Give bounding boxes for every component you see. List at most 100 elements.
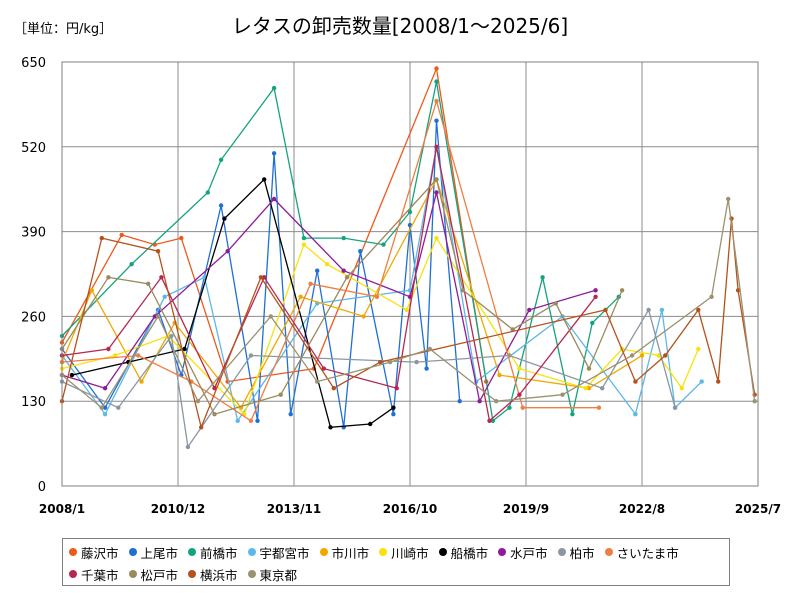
x-tick-label: 2019/9 [503,502,549,516]
y-tick-label: 260 [21,310,46,325]
data-point [106,346,111,352]
data-point [155,249,161,254]
data-point [358,249,363,254]
series-水戸市 [59,190,598,404]
data-point [596,405,602,410]
legend-item: 藤沢市 [69,542,119,562]
data-point [278,392,283,397]
data-point [593,294,598,299]
legend-label: 柏市 [569,545,595,561]
data-point [139,379,144,384]
legend-label: 千葉市 [81,567,119,583]
legend-marker [379,548,388,556]
legend-label: 東京都 [259,567,298,583]
data-point [315,379,320,384]
x-tick-label: 2016/10 [383,502,437,516]
series-東京都 [59,196,757,410]
y-tick-label: 650 [21,56,46,71]
y-axis-ticks: 0 130 260 390 520 650 [21,56,46,495]
legend-label: 市川市 [331,545,370,561]
data-point [520,405,525,410]
data-point [218,203,224,208]
data-point [301,235,307,241]
data-point [324,262,330,267]
data-point [404,307,409,313]
series-line [61,66,487,383]
data-point [494,399,499,404]
data-point [726,196,731,202]
series-line [71,178,394,428]
data-point [490,418,496,423]
data-point [195,399,201,404]
legend-marker [188,548,197,556]
data-point [321,366,326,371]
data-point [603,307,608,313]
data-point [235,418,240,423]
data-point [752,399,757,404]
legend-label: さいたま市 [616,545,679,561]
data-point [414,359,419,365]
data-point [659,307,665,313]
legend-label: 上尾市 [140,545,179,561]
data-point [553,301,558,306]
data-point [590,320,595,326]
series-松戸市 [59,177,625,417]
data-point [106,275,111,280]
data-point [629,353,635,358]
legend-marker [247,548,256,556]
legend-item: 宇都宮市 [247,542,310,562]
unit-label: ［単位：円/kg］ [14,22,113,37]
data-point [374,294,380,299]
legend-item: 松戸市 [128,564,178,584]
series-千葉市 [59,144,598,423]
data-point [222,216,227,221]
data-point [136,353,141,358]
data-point [477,399,482,404]
y-tick-label: 0 [38,480,46,495]
data-point [434,144,439,149]
legend: 藤沢市 上尾市 前橋市 宇都宮市 市川市 川崎市 船橋市 水戸市 柏市 さいたま市 千葉市 松戸市 横浜… [62,538,730,586]
data-point [119,232,124,238]
legend-marker [247,570,256,578]
x-axis-ticks: 2008/1 2010/12 2013/11 2016/10 2019/9 2022/8 2… [39,502,781,516]
data-point [368,421,373,427]
data-point [434,235,439,241]
data-point [696,307,701,313]
data-point [407,209,413,215]
series-川崎市 [59,235,701,417]
data-point [381,242,386,247]
data-point [102,386,108,391]
data-point [679,386,684,391]
data-point [308,281,313,286]
data-point [619,288,625,293]
legend-label: 前橋市 [200,545,238,561]
x-tick-label: 2010/12 [151,502,205,516]
data-point [159,275,164,280]
legend-marker [438,548,447,556]
y-tick-label: 390 [21,226,46,241]
data-point [179,235,184,241]
data-point [517,366,522,371]
series-layer [59,66,757,450]
data-point [341,268,346,273]
chart-title: レタスの卸売数量[2008/1～2025/6] [231,14,569,38]
data-point [391,405,396,410]
data-point [116,405,121,410]
data-point [560,392,565,397]
data-point [434,190,439,195]
data-point [344,275,350,280]
legend-marker [128,570,137,578]
legend-marker [128,548,137,556]
data-point [457,399,462,404]
legend-item: 柏市 [557,542,595,562]
data-point [434,98,439,104]
data-point [271,151,277,156]
data-point [391,412,396,417]
legend-label: 宇都宮市 [259,545,310,561]
data-point [298,294,303,299]
data-point [69,372,75,378]
legend-marker [498,548,507,556]
series-line [61,178,623,415]
data-point [434,177,439,182]
x-tick-label: 2008/1 [39,502,85,516]
